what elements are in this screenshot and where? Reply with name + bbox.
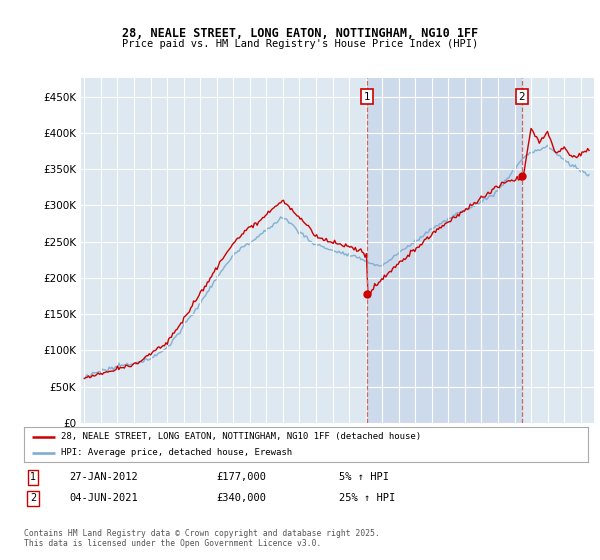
Text: 2: 2 <box>518 91 525 101</box>
Text: 27-JAN-2012: 27-JAN-2012 <box>69 472 138 482</box>
Text: 2: 2 <box>30 493 36 503</box>
Text: 1: 1 <box>364 91 370 101</box>
Text: 28, NEALE STREET, LONG EATON, NOTTINGHAM, NG10 1FF: 28, NEALE STREET, LONG EATON, NOTTINGHAM… <box>122 27 478 40</box>
Text: £177,000: £177,000 <box>216 472 266 482</box>
Text: Price paid vs. HM Land Registry's House Price Index (HPI): Price paid vs. HM Land Registry's House … <box>122 39 478 49</box>
Text: £340,000: £340,000 <box>216 493 266 503</box>
Text: 25% ↑ HPI: 25% ↑ HPI <box>339 493 395 503</box>
Text: 5% ↑ HPI: 5% ↑ HPI <box>339 472 389 482</box>
Text: 1: 1 <box>30 472 36 482</box>
Text: Contains HM Land Registry data © Crown copyright and database right 2025.
This d: Contains HM Land Registry data © Crown c… <box>24 529 380 548</box>
Text: 28, NEALE STREET, LONG EATON, NOTTINGHAM, NG10 1FF (detached house): 28, NEALE STREET, LONG EATON, NOTTINGHAM… <box>61 432 421 441</box>
Text: 04-JUN-2021: 04-JUN-2021 <box>69 493 138 503</box>
Text: HPI: Average price, detached house, Erewash: HPI: Average price, detached house, Erew… <box>61 448 292 457</box>
Bar <box>367 78 521 423</box>
